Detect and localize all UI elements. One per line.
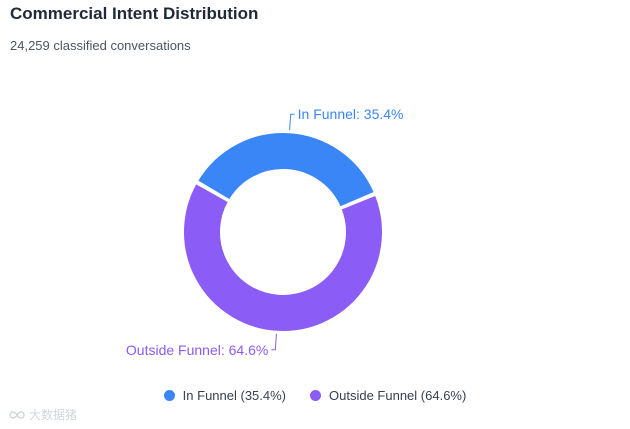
legend-item-in-funnel[interactable]: In Funnel (35.4%)	[163, 388, 287, 403]
data-label-in-funnel: In Funnel: 35.4%	[298, 106, 404, 122]
loop-icon	[9, 410, 25, 419]
legend-label-in-funnel: In Funnel (35.4%)	[182, 388, 287, 403]
legend-item-outside-funnel[interactable]: Outside Funnel (64.6%)	[310, 388, 466, 403]
legend-dot-outside-funnel	[310, 390, 322, 401]
watermark: 大数据猪	[8, 406, 77, 423]
chart-title: Commercial Intent Distribution	[10, 4, 259, 23]
slice-outside-funnel[interactable]	[182, 181, 384, 333]
legend-label-outside-funnel: Outside Funnel (64.6%)	[329, 388, 467, 403]
chart-subtitle: 24,259 classified conversations	[10, 38, 191, 53]
data-label-outside-funnel: Outside Funnel: 64.6%	[126, 342, 268, 358]
leader-line-outside-funnel	[271, 333, 277, 351]
legend-dot-in-funnel	[163, 390, 175, 401]
leader-line-in-funnel	[289, 113, 295, 131]
chart-legend: In Funnel (35.4%) Outside Funnel (64.6%)	[0, 388, 630, 403]
watermark-text: 大数据猪	[29, 408, 78, 422]
slice-in-funnel[interactable]	[195, 131, 377, 209]
